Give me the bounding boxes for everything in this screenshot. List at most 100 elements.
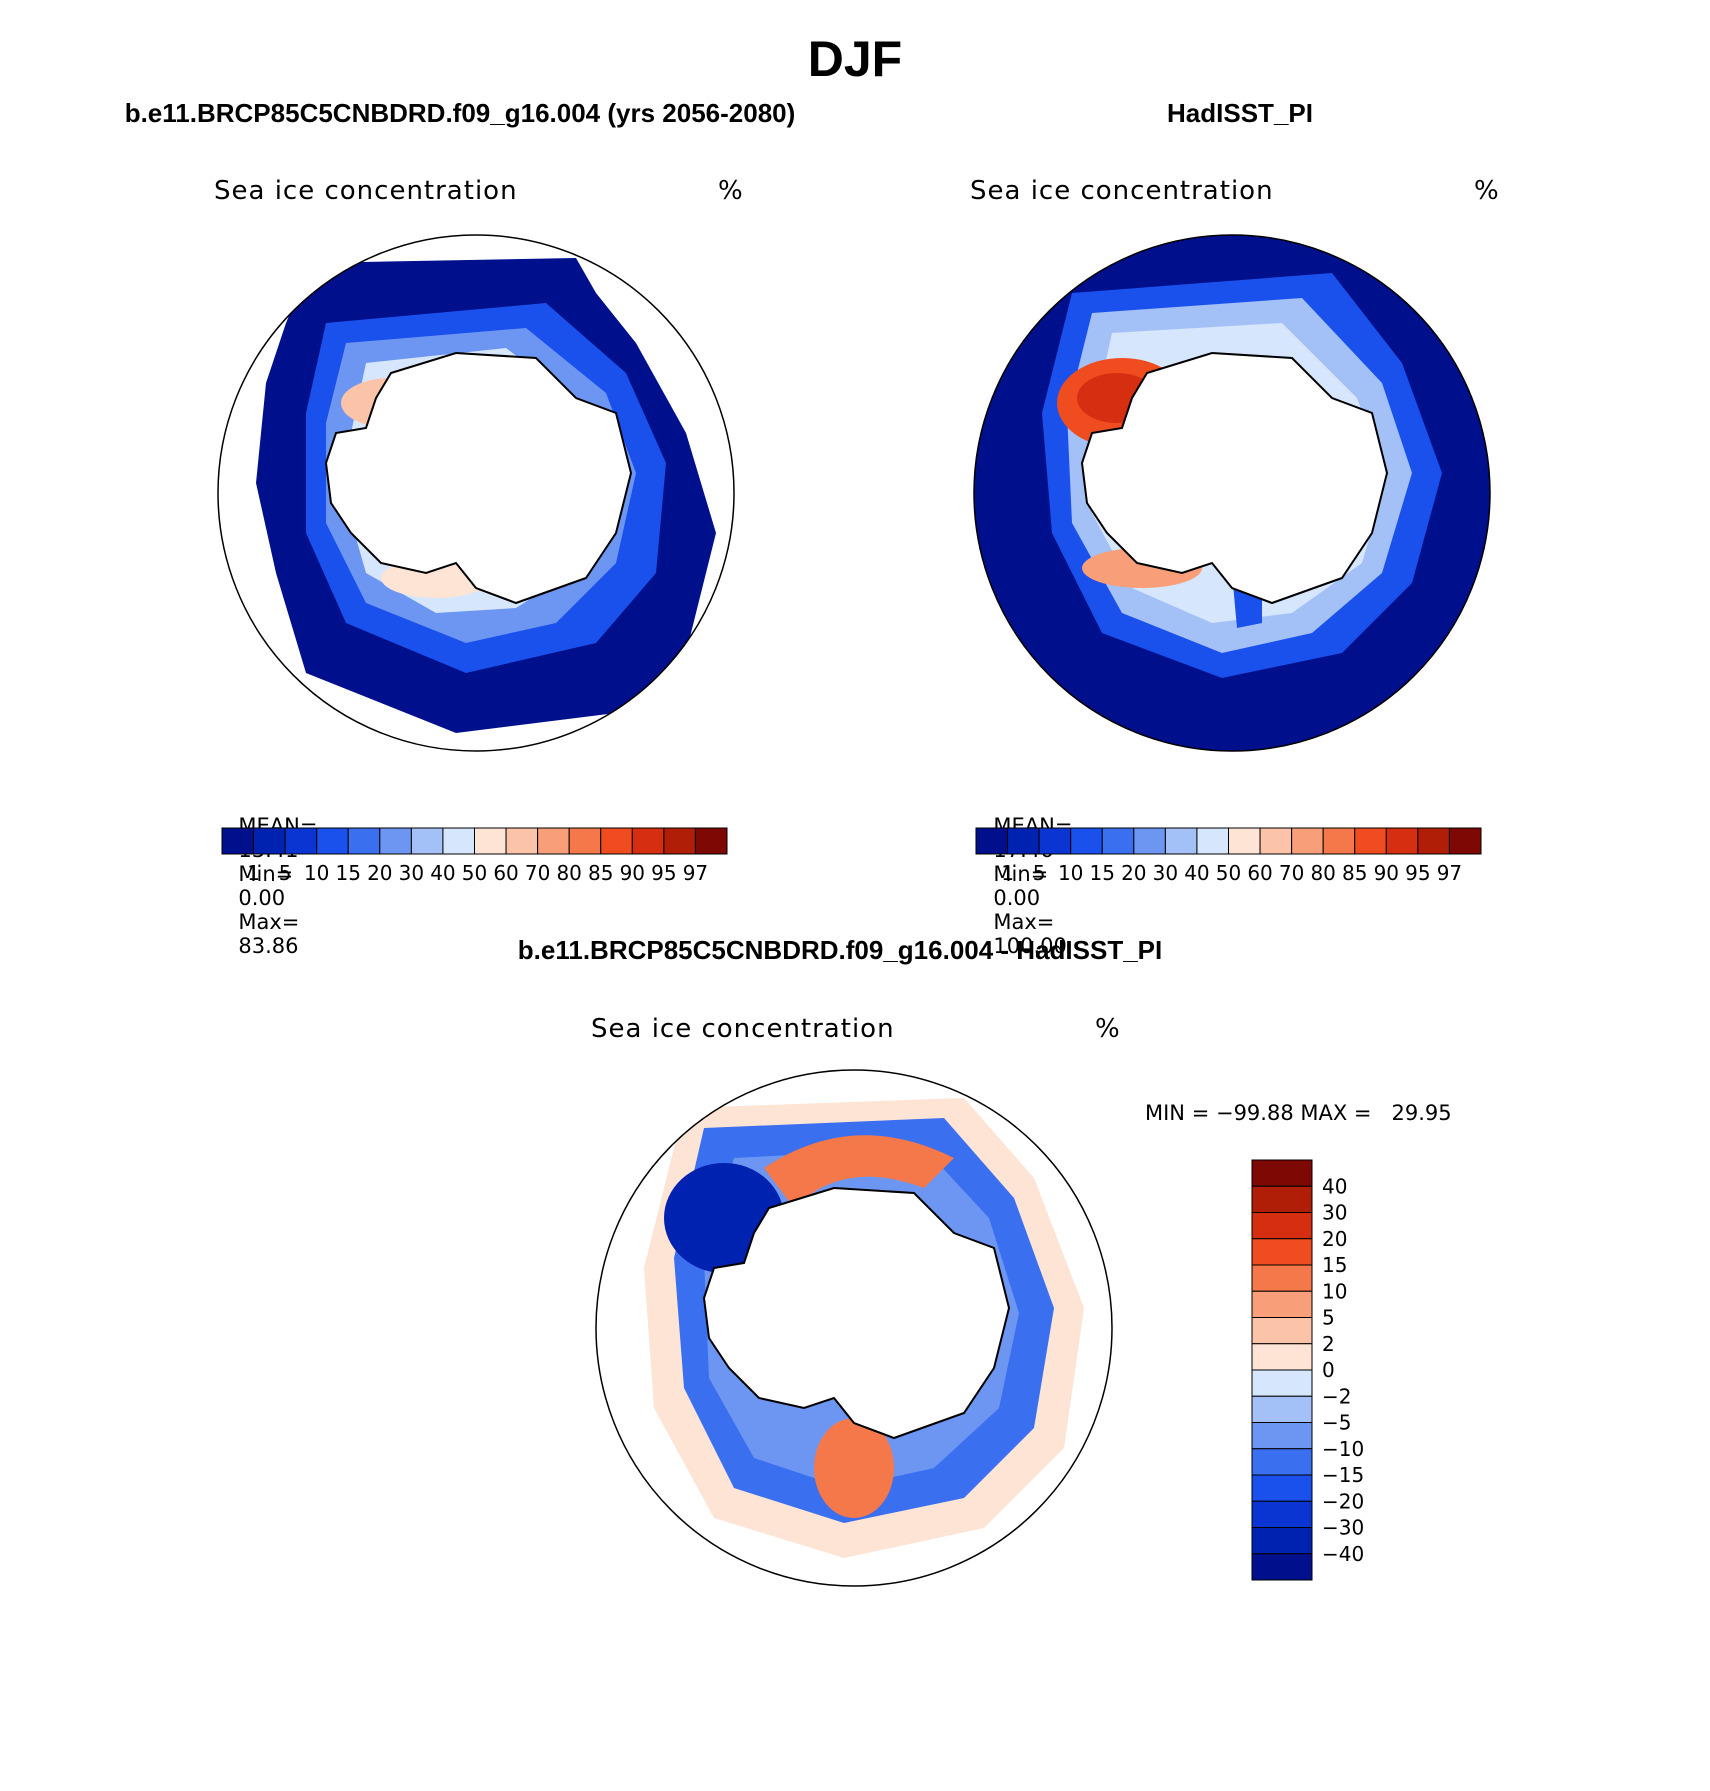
panel-2-colorbar-tick-label: 85 bbox=[1342, 861, 1367, 885]
panel-3-colorbar-swatch bbox=[1251, 1159, 1313, 1187]
panel-2-colorbar-tick-label: 70 bbox=[1279, 861, 1304, 885]
panel-2-colorbar-tick-label: 30 bbox=[1153, 861, 1178, 885]
panel-1-colorbar-tick-label: 85 bbox=[588, 861, 613, 885]
panel-2-colorbar-tick-label: 20 bbox=[1121, 861, 1146, 885]
panel-1-colorbar-swatch bbox=[442, 827, 475, 855]
panel-2-colorbar-swatch bbox=[1291, 827, 1324, 855]
panel-2-colorbar-swatch bbox=[1448, 827, 1482, 855]
panel-2-stats: MEAN= 17.46 Min= 0.00 Max= 100.00 bbox=[980, 790, 1072, 958]
panel-3-colorbar-tick-label: −15 bbox=[1322, 1463, 1364, 1487]
panel-2-colorbar-tick-label: 40 bbox=[1184, 861, 1209, 885]
panel-3-colorbar-swatch bbox=[1251, 1448, 1313, 1476]
panel-1-colorbar-swatch bbox=[316, 827, 349, 855]
panel-3-colorbar-swatch bbox=[1251, 1343, 1313, 1371]
panel-2-colorbar-tick-label: 95 bbox=[1405, 861, 1430, 885]
panel-2-colorbar-swatch bbox=[1417, 827, 1450, 855]
panel-1-colorbar-swatch bbox=[694, 827, 728, 855]
panel-1-colorbar-tick-label: 80 bbox=[556, 861, 581, 885]
panel-2-units: % bbox=[1474, 176, 1499, 206]
panel-3-colorbar-tick-label: −40 bbox=[1322, 1542, 1364, 1566]
panel-3-units: % bbox=[1095, 1014, 1120, 1044]
panel-2-colorbar-swatch bbox=[1038, 827, 1072, 855]
panel-2-colorbar-tick-label: 5 bbox=[1033, 861, 1046, 885]
panel-2-subtitle: Sea ice concentration bbox=[970, 176, 1274, 206]
panel-1-colorbar-swatch bbox=[600, 827, 633, 855]
panel-2-colorbar-tick-label: 97 bbox=[1437, 861, 1462, 885]
panel-1-colorbar-swatch bbox=[663, 827, 696, 855]
panel-1-colorbar-tick-label: 60 bbox=[493, 861, 518, 885]
panel-2-max-value: 100.00 bbox=[993, 934, 1067, 958]
main-title: DJF bbox=[807, 31, 903, 87]
panel-2-colorbar-tick-label: 1 bbox=[1001, 861, 1014, 885]
panel-1-colorbar-swatch bbox=[410, 827, 444, 855]
panel-1-antarctica bbox=[324, 351, 633, 605]
panel-1-min-value: 0.00 bbox=[238, 886, 286, 910]
panel-2-map bbox=[973, 234, 1491, 752]
panel-3-colorbar-tick-label: 5 bbox=[1322, 1306, 1335, 1330]
panel-2-colorbar-swatch bbox=[1164, 827, 1198, 855]
panel-3-colorbar-tick-label: −2 bbox=[1322, 1384, 1351, 1408]
panel-3-colorbar-swatch bbox=[1251, 1264, 1313, 1292]
panel-1-subtitle: Sea ice concentration bbox=[214, 176, 518, 206]
panel-3-colorbar-tick-label: −10 bbox=[1322, 1437, 1364, 1461]
panel-3-colorbar-tick-label: 30 bbox=[1322, 1201, 1347, 1225]
panel-1-colorbar-tick-label: 70 bbox=[525, 861, 550, 885]
panel-3-map bbox=[595, 1069, 1113, 1587]
panel-1-colorbar-swatch bbox=[631, 827, 665, 855]
panel-3-colorbar-swatch bbox=[1251, 1527, 1313, 1555]
panel-3-colorbar-tick-label: −20 bbox=[1322, 1489, 1364, 1513]
panel-3-subtitle: Sea ice concentration bbox=[591, 1014, 895, 1044]
panel-2-colorbar-tick-label: 50 bbox=[1216, 861, 1241, 885]
panel-2-min-value: 0.00 bbox=[993, 886, 1041, 910]
panel-2-colorbar-tick-label: 60 bbox=[1247, 861, 1272, 885]
panel-3-colorbar-swatch bbox=[1251, 1290, 1313, 1318]
panel-3-colorbar-tick-label: 2 bbox=[1322, 1332, 1335, 1356]
panel-2-title: HadISST_PI bbox=[1167, 98, 1313, 128]
panel-3-colorbar-tick-label: −5 bbox=[1322, 1411, 1351, 1435]
panel-1-colorbar-tick-label: 97 bbox=[683, 861, 708, 885]
panel-1-title: b.e11.BRCP85C5CNBDRD.f09_g16.004 (yrs 20… bbox=[124, 98, 796, 128]
panel-1-colorbar-tick-label: 90 bbox=[620, 861, 645, 885]
panel-1-colorbar-tick-label: 40 bbox=[430, 861, 455, 885]
panel-3-minmax: MIN = −99.88 MAX = 29.95 bbox=[1145, 1101, 1452, 1125]
panel-1-max-value: 83.86 bbox=[238, 934, 299, 958]
panel-1-colorbar-tick-label: 95 bbox=[651, 861, 676, 885]
panel-1-min-label: Min= bbox=[238, 862, 294, 886]
panel-1-max-label: Max= bbox=[238, 910, 300, 934]
panel-2-max-label: Max= bbox=[993, 910, 1055, 934]
panel-1-colorbar-swatch bbox=[537, 827, 570, 855]
panel-3-colorbar-tick-label: 15 bbox=[1322, 1253, 1347, 1277]
panel-2-min-label: Min= bbox=[993, 862, 1049, 886]
panel-1-colorbar-tick-label: 15 bbox=[336, 861, 361, 885]
panel-2-colorbar-swatch bbox=[1385, 827, 1419, 855]
panel-1-colorbar-swatch bbox=[568, 827, 602, 855]
panel-1-colorbar-tick-label: 50 bbox=[462, 861, 487, 885]
panel-1-units: % bbox=[718, 176, 743, 206]
panel-2-colorbar-swatch bbox=[1322, 827, 1356, 855]
panel-2-colorbar-tick-label: 15 bbox=[1090, 861, 1115, 885]
panel-3-colorbar-tick-label: −30 bbox=[1322, 1516, 1364, 1540]
panel-2-colorbar-swatch bbox=[1196, 827, 1229, 855]
panel-3-colorbar-tick-label: 10 bbox=[1322, 1279, 1347, 1303]
panel-2-colorbar-swatch bbox=[1007, 827, 1040, 855]
panel-3-colorbar-swatch bbox=[1251, 1317, 1313, 1345]
panel-1-colorbar-swatch bbox=[505, 827, 539, 855]
panel-2-colorbar-tick-label: 80 bbox=[1310, 861, 1335, 885]
panel-1-colorbar-swatch bbox=[347, 827, 381, 855]
panel-3-colorbar-tick-label: 20 bbox=[1322, 1227, 1347, 1251]
panel-1-colorbar-swatch bbox=[253, 827, 286, 855]
panel-1-map bbox=[217, 234, 735, 752]
panel-1-colorbar-tick-label: 10 bbox=[304, 861, 329, 885]
panel-3-title: b.e11.BRCP85C5CNBDRD.f09_g16.004 - HadIS… bbox=[517, 935, 1163, 965]
panel-2-colorbar-tick-label: 10 bbox=[1058, 861, 1083, 885]
panel-2-colorbar-swatch bbox=[1101, 827, 1135, 855]
panel-1-colorbar-tick-label: 5 bbox=[279, 861, 292, 885]
panel-2-colorbar-swatch bbox=[1259, 827, 1293, 855]
panel-2-colorbar-tick-label: 90 bbox=[1374, 861, 1399, 885]
panel-3-colorbar-swatch bbox=[1251, 1422, 1313, 1450]
panel-2-colorbar: 1 5 10 15 20 30 40 50 60 70 80 85 90 95 97 bbox=[975, 827, 1482, 885]
panel-3-colorbar-swatch bbox=[1251, 1500, 1313, 1528]
panel-3-colorbar-swatch bbox=[1251, 1369, 1313, 1397]
panel-3-colorbar-swatch bbox=[1251, 1185, 1313, 1213]
